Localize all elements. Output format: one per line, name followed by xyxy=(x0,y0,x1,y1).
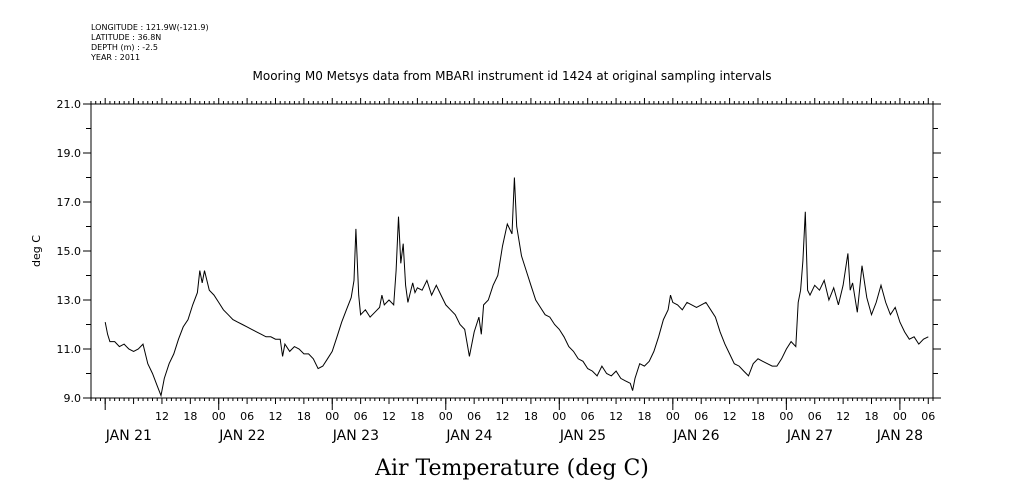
latitude-text: LATITUDE : 36.8N xyxy=(91,33,161,42)
x-tick-label: 06 xyxy=(354,410,368,423)
day-label: JAN 27 xyxy=(786,428,833,444)
day-label: JAN 21 xyxy=(105,428,152,444)
x-tick-label: 18 xyxy=(410,410,424,423)
y-tick-label: 19.0 xyxy=(57,147,82,160)
x-axis-label: Air Temperature (deg C) xyxy=(374,456,649,481)
x-tick-label: 18 xyxy=(297,410,311,423)
day-label: JAN 26 xyxy=(672,428,719,444)
x-tick-label: 00 xyxy=(552,410,566,423)
chart-title: Mooring M0 Metsys data from MBARI instru… xyxy=(253,69,772,83)
x-tick-label: 18 xyxy=(751,410,765,423)
x-tick-label: 18 xyxy=(637,410,651,423)
air-temperature-series xyxy=(104,177,929,398)
x-tick-label: 06 xyxy=(240,410,254,423)
day-label: JAN 24 xyxy=(445,428,492,444)
x-tick-label: 18 xyxy=(183,410,197,423)
x-tick-label: 00 xyxy=(666,410,680,423)
y-tick-label: 11.0 xyxy=(57,343,82,356)
x-tick-label: 12 xyxy=(836,410,850,423)
x-tick-label: 06 xyxy=(808,410,822,423)
x-tick-label: 00 xyxy=(439,410,453,423)
plot-area xyxy=(104,177,929,398)
x-tick-label: 06 xyxy=(467,410,481,423)
x-tick-label: 18 xyxy=(865,410,879,423)
day-label: JAN 23 xyxy=(332,428,379,444)
longitude-text: LONGITUDE : 121.9W(-121.9) xyxy=(91,23,209,32)
x-ticks: 12 18 00 06 12 18 00 06 12 18 00 06 12 18 00 06 12 18 00 06… xyxy=(105,410,936,444)
y-tick-label: 9.0 xyxy=(64,392,82,405)
y-tick-label: 21.0 xyxy=(57,98,82,111)
x-tick-label: 12 xyxy=(268,410,282,423)
axes xyxy=(90,98,934,410)
x-tick-label: 00 xyxy=(779,410,793,423)
x-tick-label: 12 xyxy=(382,410,396,423)
day-label: JAN 25 xyxy=(559,428,606,444)
y-tick-label: 13.0 xyxy=(57,294,82,307)
x-tick-label: 06 xyxy=(581,410,595,423)
year-text: YEAR : 2011 xyxy=(90,53,140,62)
x-tick-label: 12 xyxy=(609,410,623,423)
x-tick-label: 06 xyxy=(921,410,935,423)
y-tick-label: 15.0 xyxy=(57,245,82,258)
x-tick-label: 00 xyxy=(893,410,907,423)
x-tick-label: 18 xyxy=(524,410,538,423)
depth-text: DEPTH (m) : -2.5 xyxy=(91,43,158,52)
x-tick-label: 06 xyxy=(694,410,708,423)
day-label: JAN 22 xyxy=(218,428,265,444)
day-label: JAN 28 xyxy=(876,428,923,444)
x-tick-label: 00 xyxy=(325,410,339,423)
x-tick-label: 12 xyxy=(496,410,510,423)
x-tick-label: 12 xyxy=(155,410,169,423)
y-axis-label: deg C xyxy=(30,235,43,267)
metadata-header: LONGITUDE : 121.9W(-121.9) LATITUDE : 36… xyxy=(90,23,209,62)
x-tick-label: 00 xyxy=(212,410,226,423)
x-tick-label: 12 xyxy=(723,410,737,423)
y-ticks: 9.0 11.0 13.0 15.0 17.0 19.0 21.0 xyxy=(57,98,941,405)
y-tick-label: 17.0 xyxy=(57,196,82,209)
